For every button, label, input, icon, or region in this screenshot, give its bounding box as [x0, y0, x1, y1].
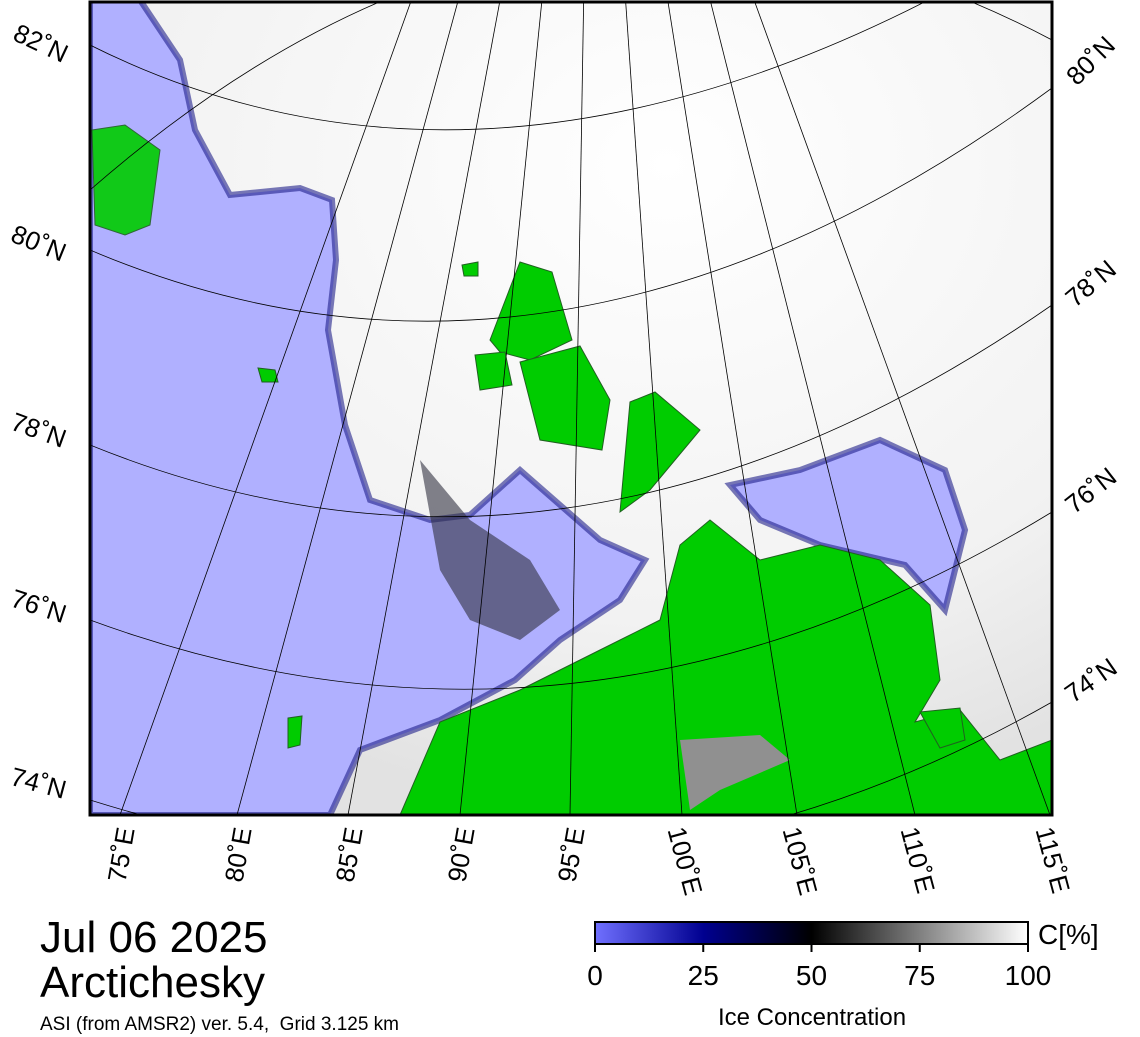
lon-label: 100˚E	[662, 824, 709, 899]
lat-label: 80˚N	[1060, 30, 1121, 91]
map	[90, 2, 1052, 815]
lat-label: 78˚N	[1059, 254, 1121, 313]
parallel	[90, 2, 926, 131]
island	[257, 367, 279, 383]
lat-label: 74˚N	[7, 761, 69, 805]
parallel	[90, 87, 1052, 322]
lon-label: 90˚E	[442, 825, 481, 884]
meridian	[754, 2, 1051, 815]
land	[399, 519, 1052, 815]
parallel	[90, 701, 1052, 815]
open-water	[724, 436, 969, 617]
lat-labels-left: 82˚N 80˚N 78˚N 76˚N 74˚N	[7, 18, 73, 805]
lat-label: 76˚N	[1059, 461, 1122, 519]
map-frame	[88, 0, 1054, 817]
date: Jul 06 2025	[40, 913, 268, 962]
colorbar-tick-label: 100	[1005, 960, 1052, 991]
source: ASI (from AMSR2) ver. 5.4, Grid 3.125 km	[40, 1014, 399, 1035]
meridian	[347, 2, 501, 815]
lat-label: 76˚N	[7, 583, 70, 629]
region: Arctichesky	[40, 958, 265, 1007]
lat-label: 80˚N	[7, 219, 70, 268]
island	[519, 345, 611, 451]
colorbar-tick-label: 50	[796, 960, 827, 991]
parallel	[90, 2, 1052, 191]
meridian	[710, 2, 916, 815]
colorbar: C[%] Ice Concentration 0 25 50 75 100	[587, 919, 1098, 1031]
island	[91, 124, 161, 236]
graticule	[90, 2, 1052, 815]
island	[619, 391, 701, 514]
colorbar-scale	[594, 921, 1029, 945]
island	[474, 351, 513, 391]
colorbar-tick-label: 0	[587, 960, 603, 991]
meridian	[236, 2, 459, 815]
lat-label: 74˚N	[1059, 652, 1122, 709]
parallel	[90, 511, 1052, 690]
lat-label: 78˚N	[7, 406, 70, 453]
lon-label: 80˚E	[219, 825, 258, 884]
lon-labels: 75˚E 80˚E 85˚E 90˚E 95˚E 100˚E 105˚E 110˚E 115˚E	[102, 824, 1076, 899]
meridian	[459, 2, 543, 815]
mixed-ice	[420, 460, 560, 640]
meridian	[569, 2, 585, 815]
lon-label: 105˚E	[777, 824, 824, 899]
lon-label: 95˚E	[552, 825, 591, 884]
colorbar-label: Ice Concentration	[718, 1004, 906, 1031]
colorbar-tick-label: 25	[688, 960, 719, 991]
colorbar-unit: C[%]	[1038, 919, 1099, 950]
island	[461, 261, 479, 277]
island	[287, 715, 303, 749]
parallel	[90, 304, 1052, 518]
lat-labels-right: 80˚N 78˚N 76˚N 74˚N	[1059, 30, 1122, 709]
lon-label: 75˚E	[102, 825, 141, 884]
island	[919, 707, 966, 749]
meridian	[119, 2, 412, 815]
meridian	[625, 2, 683, 815]
land-lake	[680, 735, 790, 810]
meridian	[667, 2, 798, 815]
lat-label: 82˚N	[9, 18, 73, 69]
colorbar-tick-label: 75	[904, 960, 935, 991]
lon-label: 110˚E	[895, 824, 941, 897]
lon-label: 115˚E	[1030, 824, 1076, 897]
lon-label: 85˚E	[330, 825, 369, 884]
